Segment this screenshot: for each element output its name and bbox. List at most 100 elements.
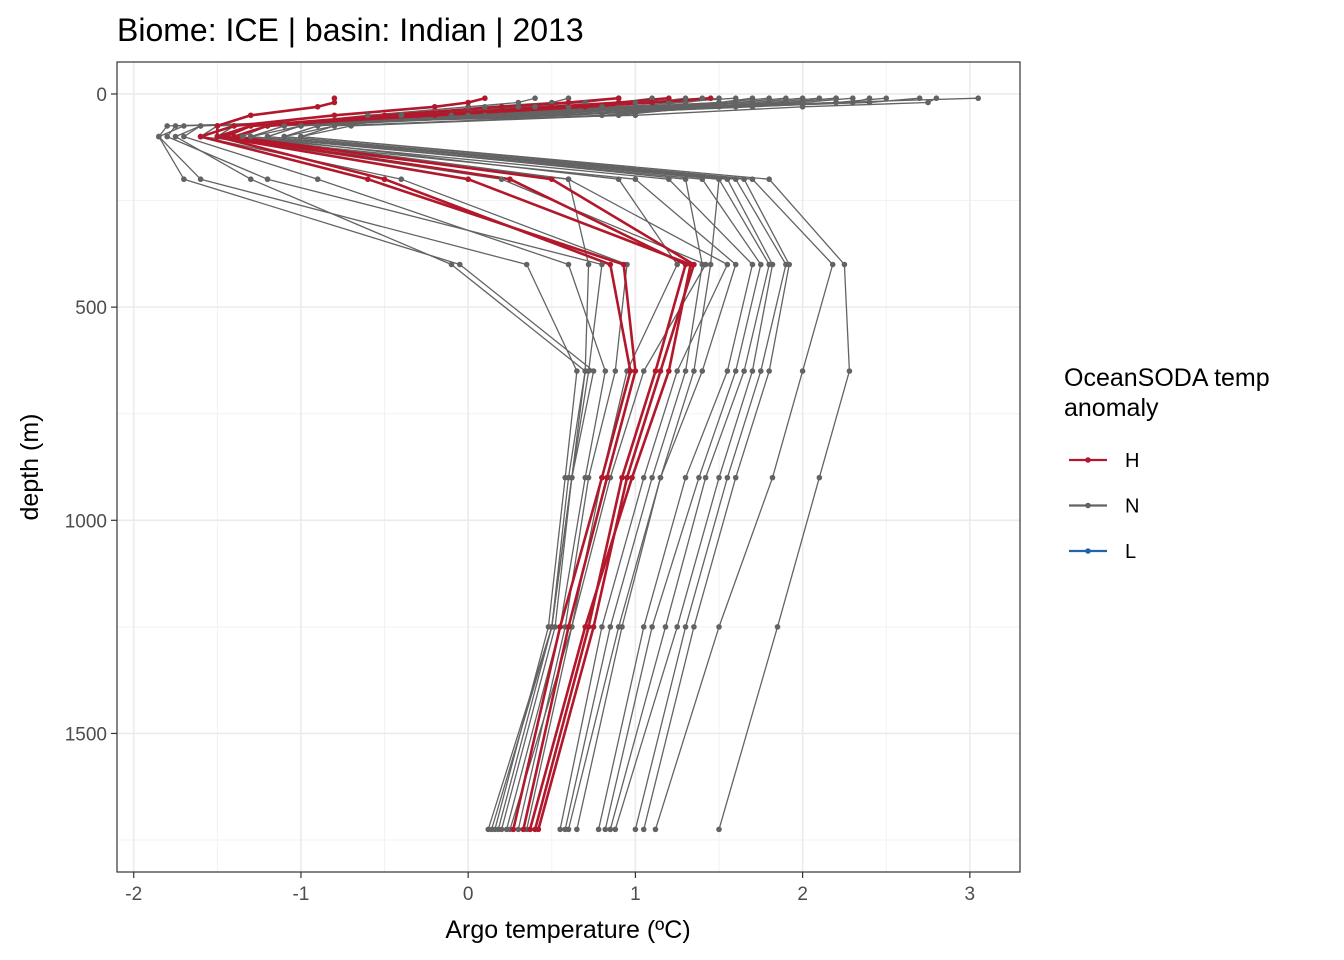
data-point-H (314, 103, 321, 110)
plot-panel (117, 62, 1020, 872)
data-point-N (523, 261, 530, 268)
data-point-N (766, 99, 772, 106)
data-point-N (741, 176, 747, 183)
data-point-N (732, 103, 739, 110)
data-point-N (699, 95, 706, 102)
data-point-H (619, 474, 625, 481)
data-point-N (682, 95, 689, 102)
data-point-N (799, 103, 806, 110)
data-point-N (615, 112, 622, 119)
data-point-N (649, 103, 655, 110)
data-point-N (569, 474, 575, 481)
grid-minor (117, 62, 1020, 872)
y-tick-label: 1500 (65, 724, 107, 745)
data-point-N (657, 474, 664, 481)
data-point-H (682, 261, 689, 268)
data-point-N (732, 261, 739, 268)
data-point-N (298, 133, 304, 140)
data-point-H (657, 368, 664, 374)
data-point-N (599, 624, 605, 630)
data-point-H (415, 112, 421, 119)
data-point-N (799, 95, 806, 102)
legend-title: OceanSODA temp anomaly (1064, 364, 1277, 422)
series-line-H (224, 96, 711, 830)
data-point-N (696, 474, 702, 481)
data-point-N (515, 99, 522, 106)
data-point-N (640, 624, 647, 630)
data-point-H (431, 103, 438, 110)
data-point-N (247, 133, 254, 140)
data-point-N (866, 99, 873, 106)
y-tick-label: 1000 (65, 511, 107, 532)
data-point-N (674, 624, 680, 630)
data-point-N (682, 368, 689, 374)
data-point-N (724, 368, 731, 374)
data-point-H (607, 261, 614, 268)
legend-label-H: H (1125, 450, 1139, 472)
data-point-N (925, 99, 931, 106)
data-point-N (495, 826, 502, 833)
data-point-N (666, 99, 672, 106)
data-point-N (666, 103, 672, 110)
data-point-N (239, 133, 246, 140)
data-point-N (565, 176, 572, 183)
data-point-H (520, 826, 527, 833)
data-point-N (197, 176, 204, 183)
data-point-N (181, 133, 187, 140)
series-line-N (300, 97, 851, 830)
data-point-N (769, 261, 776, 268)
data-point-N (548, 99, 555, 106)
data-point-N (590, 368, 597, 374)
data-point-H (666, 95, 672, 102)
data-point-N (691, 368, 697, 374)
y-tick-label: 0 (96, 85, 107, 106)
data-point-H (331, 112, 338, 119)
data-point-N (515, 112, 522, 119)
data-point-N (281, 133, 288, 140)
data-point-N (632, 103, 639, 110)
series-line-H (216, 98, 632, 830)
data-point-H (548, 103, 555, 110)
data-point-N (585, 261, 592, 268)
data-point-N (562, 474, 568, 481)
data-point-H (231, 133, 237, 140)
data-point-N (565, 103, 572, 110)
data-point-N (532, 112, 538, 119)
data-point-N (816, 474, 823, 481)
series-line-N (250, 97, 803, 830)
data-point-N (565, 112, 572, 119)
data-point-N (585, 474, 592, 481)
data-point-N (197, 123, 204, 129)
data-point-N (758, 368, 764, 374)
data-point-H (498, 103, 505, 110)
legend-key-point (1085, 502, 1091, 509)
data-point-N (602, 826, 609, 833)
data-point-H (632, 368, 639, 374)
data-point-H (465, 176, 471, 183)
data-point-N (595, 826, 602, 833)
series-line-H (216, 96, 692, 830)
legend-label-L: L (1125, 541, 1136, 563)
data-point-N (298, 123, 304, 129)
x-tick-label: -2 (125, 884, 142, 905)
data-point-N (632, 99, 639, 106)
data-point-N (398, 112, 405, 119)
data-point-N (766, 176, 772, 183)
data-point-N (783, 95, 789, 102)
data-point-N (172, 123, 179, 129)
data-point-N (247, 176, 254, 183)
legend-key-point (1085, 457, 1091, 463)
data-point-H (666, 368, 672, 374)
x-tick-label: 0 (463, 884, 474, 905)
data-point-N (619, 624, 625, 630)
data-point-N (662, 624, 669, 630)
data-point-H (627, 368, 634, 374)
data-point-H (222, 133, 229, 140)
data-point-N (766, 95, 772, 102)
data-point-N (599, 103, 605, 110)
data-point-N (532, 103, 538, 110)
data-point-N (314, 176, 321, 183)
data-point-N (724, 474, 731, 481)
data-point-N (799, 99, 806, 106)
series-line-H (199, 96, 637, 830)
